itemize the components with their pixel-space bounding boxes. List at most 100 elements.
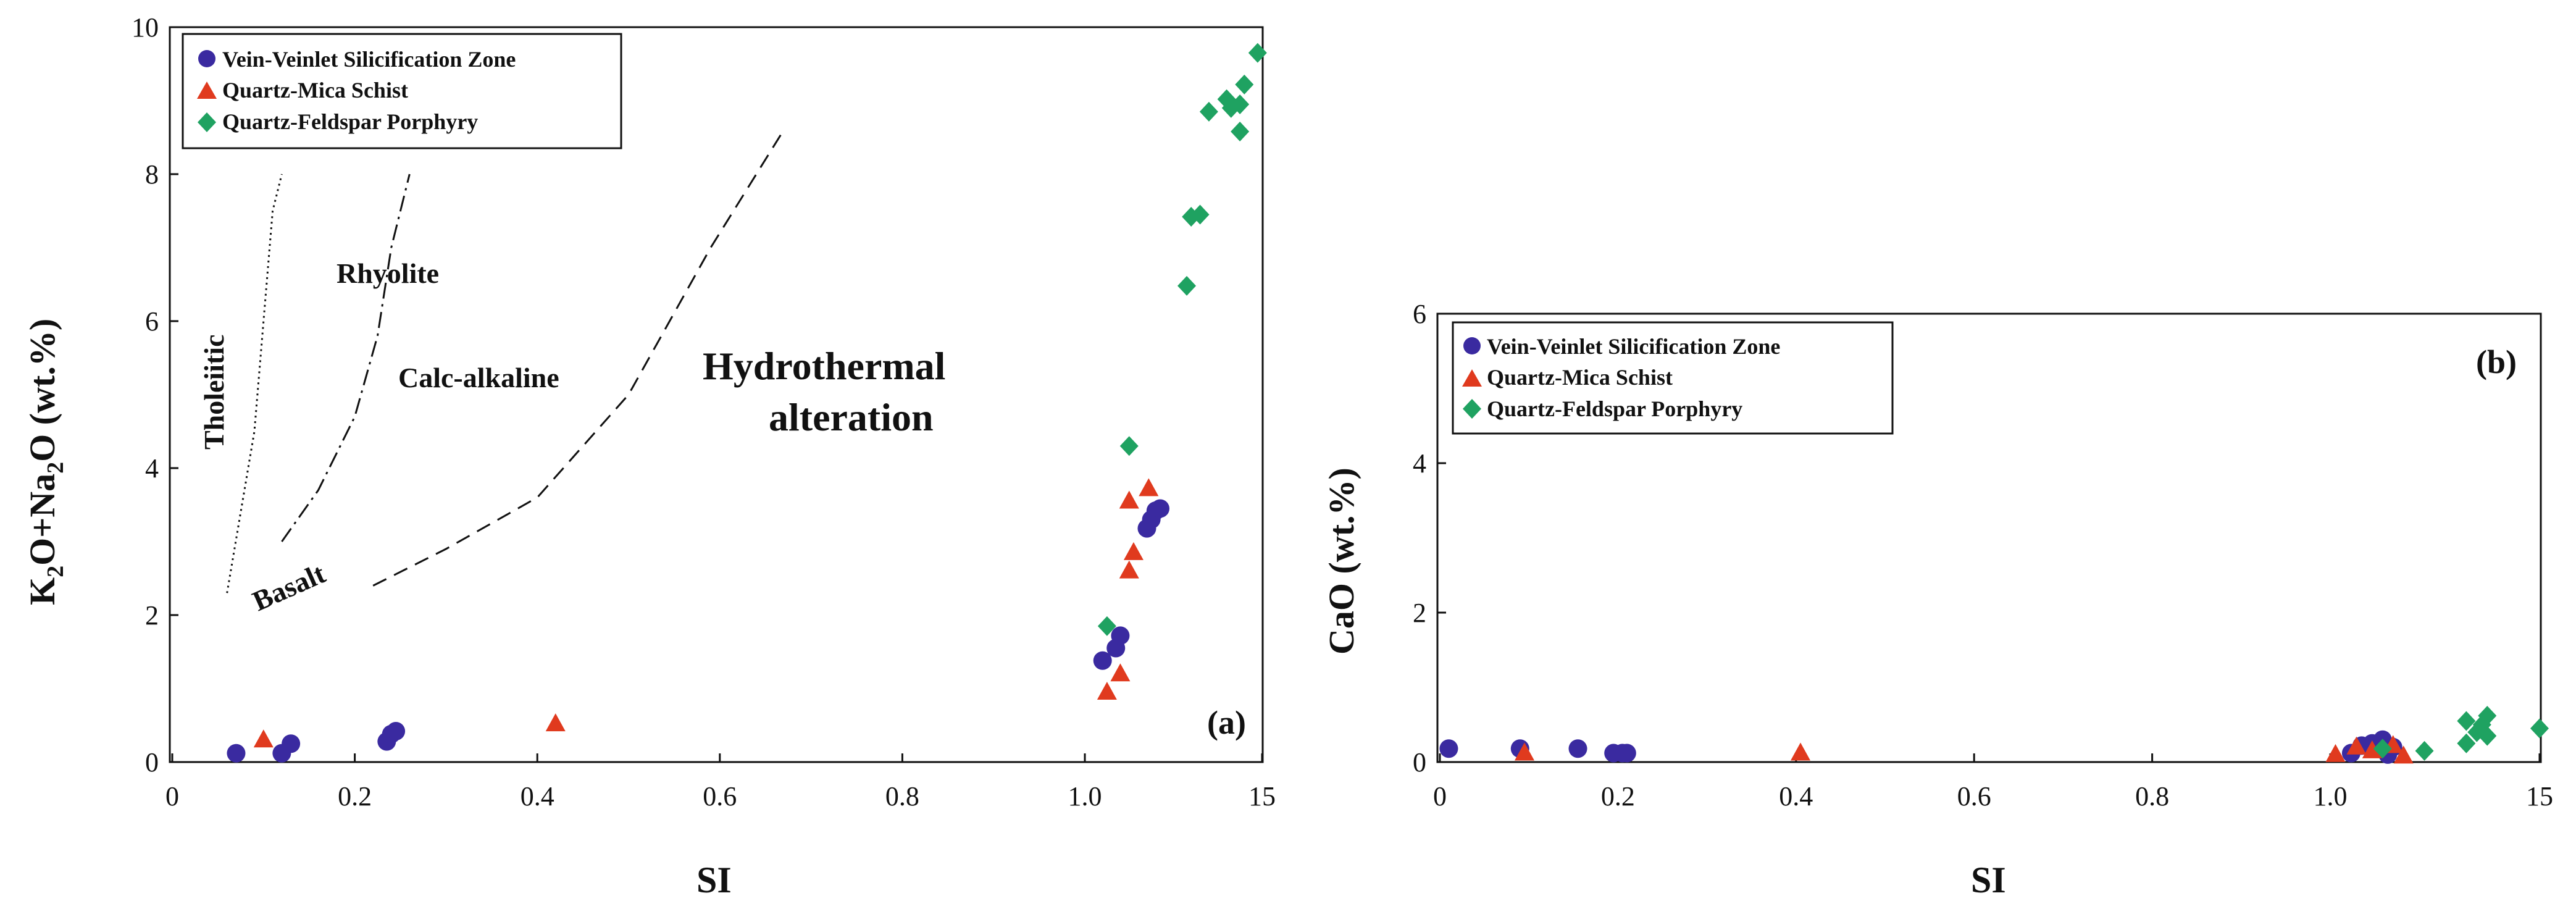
plot-area-b [1436,312,2542,763]
x-tick-label: 0.8 [2135,781,2169,811]
point-schist [2362,740,2382,758]
x-tick-label: 0.4 [1779,781,1813,811]
x-tick-label: 0 [1433,781,1447,811]
legend-marker-vein [198,50,215,67]
tholeiitic-line [226,174,283,593]
point-vein [1093,651,1112,670]
point-schist [1139,478,1159,497]
y-ticks-b: 0 2 4 6 [1413,299,1446,777]
point-vein [282,734,301,753]
legend-label-porphyry-b: Quartz-Feldspar Porphyry [1487,396,1742,421]
field-label-rhyolite: Rhyolite [337,258,439,289]
point-vein [1568,739,1587,758]
classification-curves [226,129,785,593]
point-schist [1097,681,1117,700]
legend-label-schist: Quartz-Mica Schist [222,78,408,103]
field-label-hydrothermal: Hydrothermal [703,344,945,388]
point-porphyry [2373,739,2392,759]
panel-a: 0 2 4 6 8 10 0 0.2 0.4 0.6 0.8 1.0 15 Tholeiitic Rh… [22,12,1276,900]
x-tick-label: 0.2 [1601,781,1635,811]
legend-label-schist-b: Quartz-Mica Schist [1487,365,1673,390]
x-ticks-a: 0 0.2 0.4 0.6 0.8 1.0 15 [165,753,1276,811]
point-vein [1617,744,1636,763]
legend-marker-schist-b [1462,369,1482,387]
point-porphyry [2415,740,2434,761]
panel-label-a: (a) [1207,704,1246,741]
x-tick-label: 0.4 [521,781,554,811]
legend-marker-porphyry-b [1463,399,1481,419]
point-porphyry [1248,43,1267,63]
point-vein [1111,626,1130,645]
y-tick-label: 4 [1413,448,1426,479]
field-labels: Tholeiitic Rhyolite Calc-alkaline Basalt… [198,258,945,617]
point-porphyry [1097,616,1116,636]
point-porphyry [1235,74,1254,94]
point-schist [2325,744,2346,762]
point-porphyry [2478,726,2497,746]
data-points-a [227,43,1267,763]
point-porphyry [1119,436,1139,456]
legend-b: Vein-Veinlet Silicification Zone Quartz-… [1452,321,1894,435]
y-axis-label-a: K2O+Na2O (wt.%) [22,319,69,605]
y-tick-label: 10 [132,12,159,43]
y-tick-label: 2 [145,600,159,631]
y-ticks-a: 0 2 4 6 8 10 [132,12,178,777]
y-axis-label-b: CaO (wt.%) [1321,467,1361,655]
point-porphyry [2457,733,2476,753]
point-schist [2393,745,2414,764]
legend-label-vein-b: Vein-Veinlet Silicification Zone [1487,334,1780,359]
y-tick-label: 6 [145,306,159,337]
panel-b: 0 2 4 6 0 0.2 0.4 0.6 0.8 1.0 15 Vein-Veinlet Sil… [1321,299,2553,900]
x-ticks-b: 0 0.2 0.4 0.6 0.8 1.0 15 [1433,753,2553,811]
field-label-alteration: alteration [769,395,934,439]
x-tick-label: 15 [1248,781,1276,811]
y-tick-label: 6 [1413,299,1426,329]
point-porphyry [1190,204,1210,225]
x-tick-label: 1.0 [1068,781,1102,811]
legend-box-a [182,33,622,149]
x-axis-label-a: SI [696,860,732,900]
field-label-basalt: Basalt [248,557,330,617]
x-axis-label-b: SI [1971,860,2006,900]
point-vein [1150,499,1169,518]
y-tick-label: 4 [145,453,159,484]
point-porphyry [1231,94,1250,114]
y-tick-label: 0 [145,747,159,777]
legend-box-b [1452,321,1894,435]
point-schist [1110,663,1131,682]
x-tick-label: 0.2 [338,781,372,811]
point-porphyry [2478,705,2497,726]
y-tick-label: 2 [1413,598,1426,628]
plot-area-a [169,26,1264,763]
point-porphyry [1199,101,1218,122]
point-schist [1514,742,1534,761]
point-vein [387,722,406,741]
legend-marker-porphyry [198,112,216,132]
x-tick-label: 0.6 [1957,781,1991,811]
legend-marker-vein-b [1463,337,1481,354]
point-schist [1791,742,1811,761]
legend-label-porphyry: Quartz-Feldspar Porphyry [222,109,478,134]
legend-marker-schist [197,82,217,99]
point-porphyry [1177,275,1197,296]
y-tick-label: 0 [1413,747,1426,777]
y-tick-label: 8 [145,159,159,190]
legend-a: Vein-Veinlet Silicification Zone Quartz-… [182,33,622,149]
field-label-tholeiitic: Tholeiitic [198,334,230,450]
field-label-calc-alkaline: Calc-alkaline [398,362,559,393]
point-porphyry [2530,718,2549,739]
x-tick-label: 15 [2526,781,2553,811]
point-vein [1439,739,1458,758]
point-porphyry [2457,711,2476,731]
point-vein [227,744,246,763]
x-tick-label: 0 [165,781,179,811]
x-tick-label: 0.8 [885,781,919,811]
x-tick-label: 1.0 [2314,781,2348,811]
point-schist [1119,560,1139,579]
point-schist [253,729,274,748]
point-schist [545,713,566,732]
point-schist [1123,542,1144,560]
point-porphyry [1231,121,1250,141]
point-schist [1119,490,1139,509]
